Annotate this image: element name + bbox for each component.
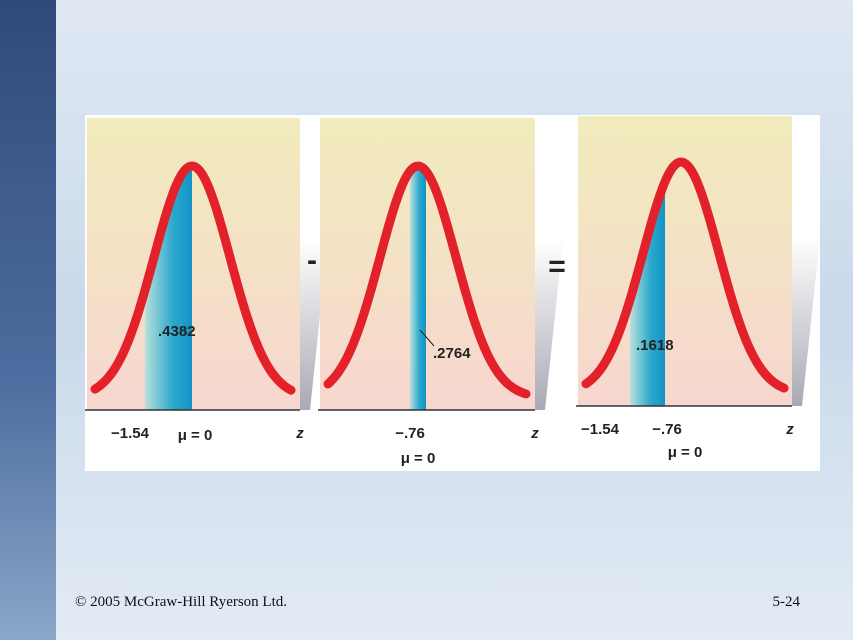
normal-curve (90, 161, 296, 395)
axis-label: μ = 0 (668, 444, 703, 461)
minus-operator: - (307, 244, 317, 277)
shaded-area (145, 166, 192, 410)
panel-shadow (535, 240, 563, 410)
leader-line (419, 329, 435, 347)
slide-number: 5-24 (773, 594, 801, 610)
normal-curve (581, 157, 789, 393)
axis-label: −.76 (652, 421, 682, 438)
area-label: .4382 (158, 323, 196, 340)
copyright: © 2005 McGraw-Hill Ryerson Ltd. (75, 594, 287, 610)
axis-label: z (785, 421, 794, 438)
panel-background (320, 118, 535, 410)
side-strip (0, 0, 56, 640)
axis-label: −1.54 (581, 421, 620, 438)
axis-label: z (530, 425, 539, 442)
panel-shadow (792, 238, 820, 406)
axis-label: −1.54 (111, 425, 150, 442)
area-label: .2764 (433, 345, 471, 362)
axis-label: z (295, 425, 304, 442)
panels (85, 116, 820, 411)
equals-operator: = (548, 250, 566, 283)
normal-curve (323, 161, 531, 399)
shaded-area (410, 166, 426, 410)
axis-label: μ = 0 (401, 450, 436, 467)
axis-label: −.76 (395, 425, 425, 442)
area-label: .1618 (636, 337, 674, 354)
axis-label: μ = 0 (178, 427, 213, 444)
shaded-area (630, 181, 665, 406)
